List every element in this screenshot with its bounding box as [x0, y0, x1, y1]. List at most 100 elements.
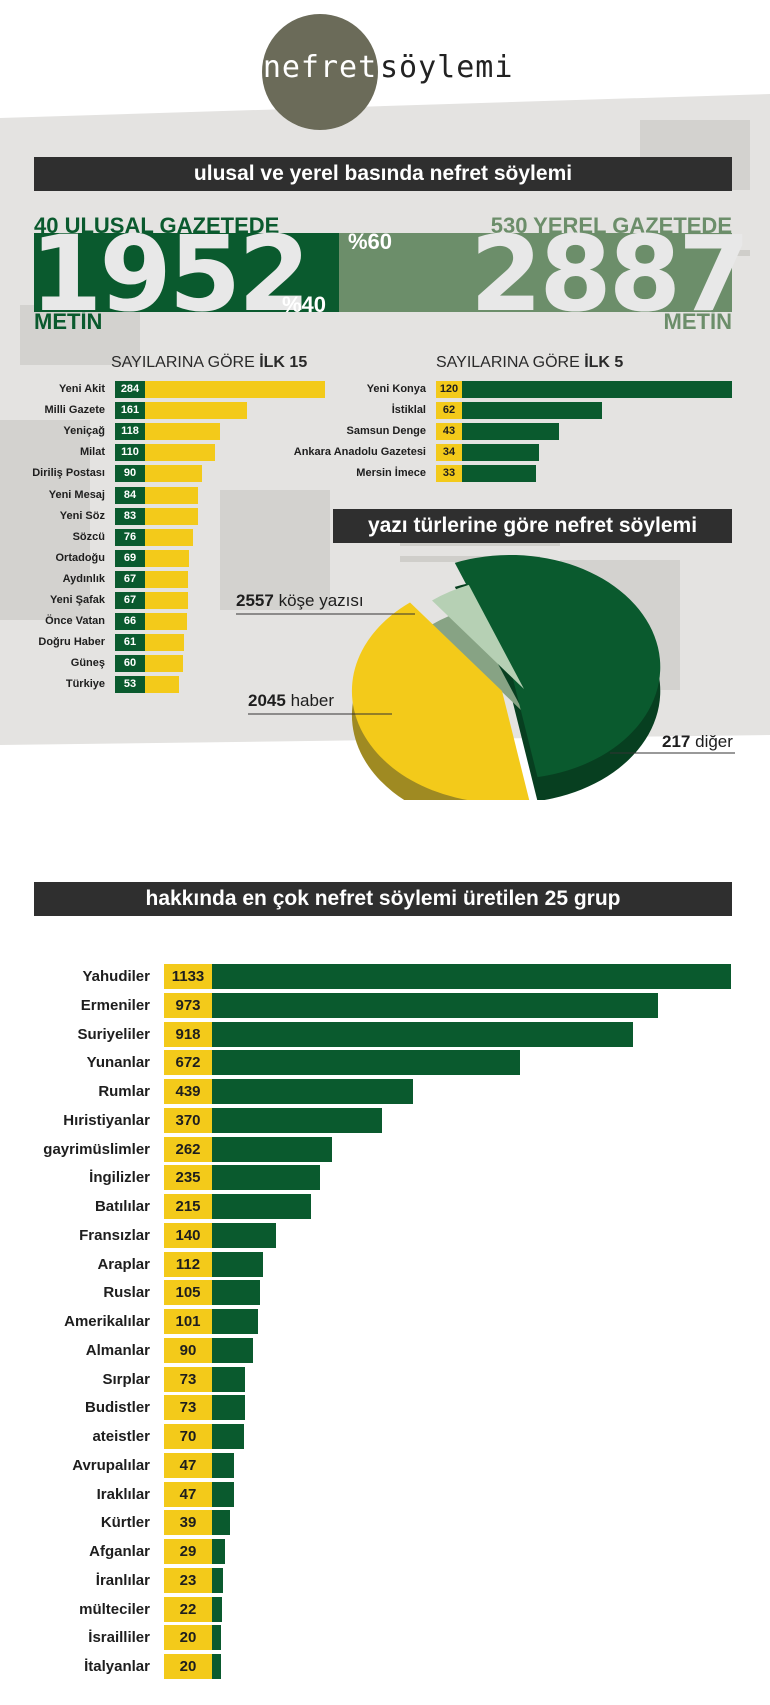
group-bar — [212, 964, 731, 989]
national-bar-label: Yeni Mesaj — [48, 488, 105, 501]
section-banner-article-types: yazı türlerine göre nefret söylemi — [333, 509, 732, 543]
group-bar-value: 262 — [164, 1136, 212, 1162]
local-bar-value: 33 — [436, 465, 462, 483]
group-bar-value: 90 — [164, 1337, 212, 1363]
national-bar-label: Yeni Akit — [58, 383, 105, 395]
national-bar — [145, 423, 220, 441]
group-bar-label: İranlılar — [95, 1571, 150, 1589]
local-bar — [462, 423, 559, 441]
group-bar — [212, 1452, 234, 1478]
national-bar-value: 90 — [115, 465, 145, 483]
group-bar-value: 39 — [164, 1510, 212, 1536]
national-bar-value: 69 — [115, 549, 145, 567]
group-bar-value: 235 — [164, 1165, 212, 1191]
group-bar-label: Budistler — [84, 1399, 150, 1417]
group-bar-label: Amerikalılar — [64, 1313, 150, 1330]
group-bar — [212, 1280, 261, 1306]
pie-slice-side — [432, 608, 524, 713]
group-bar-value: 73 — [164, 1395, 212, 1421]
national-bar-label: Ortadoğu — [55, 551, 106, 564]
group-bar-value: 918 — [164, 1021, 212, 1047]
national-bar-value: 67 — [115, 592, 145, 609]
group-bar-value: 215 — [164, 1194, 212, 1219]
group-bar-label: Araplar — [97, 1255, 150, 1273]
pie-chart — [236, 554, 735, 800]
national-bar — [145, 634, 184, 652]
pie-label-news: 2045 haber — [248, 691, 335, 710]
local-value: 2887 — [470, 213, 750, 335]
national-bar-value: 284 — [115, 381, 145, 398]
national-heading: 40 ULUSAL GAZETEDE — [34, 213, 280, 238]
section-banner-press: ulusal ve yerel basında nefret söylemi — [34, 157, 732, 191]
national-bar-value: 84 — [115, 486, 145, 504]
national-bar — [145, 486, 199, 504]
group-bar-label: Yunanlar — [86, 1054, 150, 1072]
group-bar-value: 101 — [164, 1309, 212, 1334]
national-percent: %40 — [282, 292, 327, 317]
national-top15-title: SAYILARINA GÖRE İLK 15 — [111, 354, 308, 371]
group-bar — [212, 1222, 277, 1248]
group-bar-label: Ruslar — [103, 1284, 150, 1302]
group-bar-label: Iraklılar — [96, 1485, 150, 1503]
national-bar — [145, 676, 179, 694]
logo-word-left: nefret — [262, 50, 378, 85]
national-bar-label: Sözcü — [72, 530, 105, 543]
group-bar-label: Rumlar — [98, 1083, 150, 1100]
group-bar — [212, 1539, 226, 1564]
group-bar-value: 439 — [164, 1079, 212, 1104]
local-bar-label: Samsun Denge — [346, 425, 426, 438]
group-bar-value: 140 — [164, 1222, 212, 1248]
group-bar-value: 105 — [164, 1280, 212, 1306]
local-bar-value: 34 — [436, 444, 462, 462]
group-bar — [212, 1165, 320, 1191]
national-bar-value: 110 — [115, 444, 145, 462]
group-bar-label: İngilizler — [89, 1169, 150, 1187]
group-bar — [212, 1625, 222, 1651]
national-bar — [145, 402, 247, 420]
local-top5-title: SAYILARINA GÖRE İLK 5 — [436, 354, 624, 371]
national-bar-label: Yeniçağ — [63, 425, 105, 438]
local-heading: 530 YEREL GAZETEDE — [490, 213, 732, 238]
group-bar-label: Yahudiler — [82, 968, 150, 985]
group-bar — [212, 1510, 230, 1536]
group-bar-value: 70 — [164, 1424, 212, 1449]
group-bar-label: Hıristiyanlar — [63, 1111, 150, 1129]
group-bar — [212, 1021, 633, 1047]
national-bar-label: Önce Vatan — [45, 615, 105, 628]
group-bar — [212, 1079, 414, 1104]
group-bar — [212, 1481, 234, 1507]
group-bar — [212, 1395, 246, 1421]
section-banner-groups: hakkında en çok nefret söylemi üretilen … — [34, 882, 732, 916]
local-bar — [462, 465, 537, 483]
group-bar-value: 370 — [164, 1107, 212, 1133]
national-unit: METİN — [34, 309, 103, 334]
group-bar-value: 20 — [164, 1654, 212, 1679]
national-bar-value: 76 — [115, 528, 145, 546]
group-bar — [212, 1366, 246, 1392]
group-bar — [212, 1654, 222, 1679]
group-bar-value: 73 — [164, 1366, 212, 1392]
group-bar-value: 29 — [164, 1539, 212, 1564]
national-bar-value: 83 — [115, 507, 145, 525]
local-unit: METİN — [663, 309, 732, 334]
national-bar-value: 67 — [115, 570, 145, 588]
local-bar-label: İstiklal — [391, 404, 426, 417]
group-bar-value: 23 — [164, 1567, 212, 1593]
group-bar-label: Kürtler — [100, 1514, 150, 1532]
local-bar — [462, 381, 732, 398]
group-bar-label: Avrupalılar — [72, 1456, 150, 1474]
group-bar-value: 672 — [164, 1050, 212, 1076]
group-bar — [212, 1567, 223, 1593]
national-bar — [145, 444, 215, 462]
group-bar-value: 47 — [164, 1481, 212, 1507]
group-bar-label: gayrimüslimler — [43, 1140, 150, 1158]
local-box — [339, 233, 732, 312]
group-bar-label: Sırplar — [102, 1370, 150, 1388]
group-bar — [212, 1194, 311, 1219]
local-bar-label: Yeni Konya — [366, 383, 426, 395]
national-bar-value: 60 — [115, 655, 145, 673]
national-bar-label: Doğru Haber — [38, 636, 105, 649]
national-bar-value: 161 — [115, 402, 145, 420]
group-bar-value: 973 — [164, 992, 212, 1018]
national-bar — [145, 528, 194, 546]
